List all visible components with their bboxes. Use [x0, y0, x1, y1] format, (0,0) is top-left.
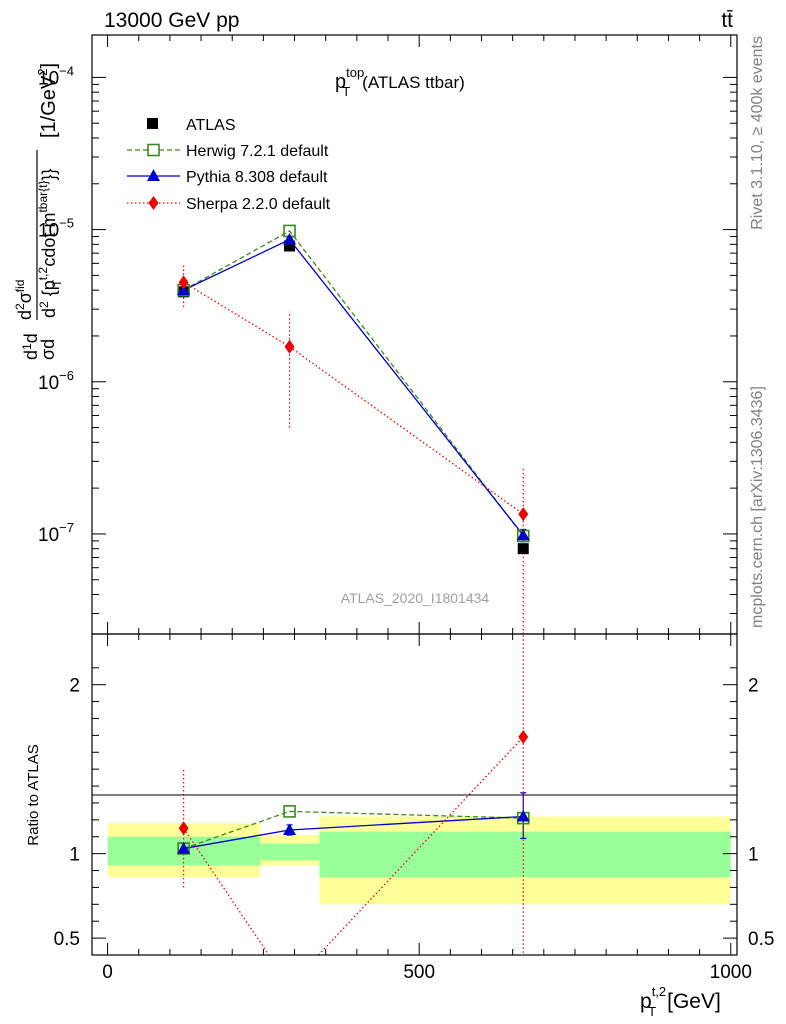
y-tick-label: 10−4: [38, 63, 74, 89]
svg-text:d2 {pt,2T cdot mtbar{t}}}: d2 {pt,2T cdot mtbar{t}}}: [36, 168, 64, 318]
legend-marker-pythia: [147, 169, 160, 181]
main-pythia-point: [516, 528, 530, 541]
x-tick-label: 1000: [710, 962, 752, 983]
x-tick-label: 500: [403, 962, 435, 983]
ratio-pythia-point: [283, 823, 297, 835]
energy-label: 13000 GeV pp: [104, 9, 239, 32]
process-label: tt̄: [721, 9, 733, 32]
ratio-y-tick-label-right: 0.5: [748, 929, 774, 950]
analysis-watermark: ATLAS_2020_I1801434: [341, 590, 490, 606]
main-pythia-point: [283, 233, 297, 245]
ratio-frame: [91, 633, 738, 956]
main-sherpa-point: [518, 507, 529, 522]
ratio-herwig-point: [283, 805, 296, 818]
main-data-point: [284, 240, 296, 252]
legend-label-pythia: Pythia 8.308 default: [186, 169, 328, 186]
ratio-pythia-point: [177, 842, 191, 854]
ratio-y-tick-label-right: 2: [748, 676, 759, 697]
x-axis-label: pt,2 T [GeV]: [640, 984, 721, 1019]
svg-text:[1/GeV2]: [1/GeV2]: [35, 63, 60, 138]
y-tick-label: 10−7: [38, 520, 74, 546]
y-tick-label: 10−5: [38, 216, 74, 242]
main-pythia-point: [177, 283, 191, 296]
ratio-y-tick-label: 1: [69, 845, 80, 866]
mcplots-side-label: mcplots.cern.ch [arXiv:1306.3436]: [749, 386, 766, 628]
rivet-side-label: Rivet 3.1.10, ≥ 400k events: [749, 36, 766, 230]
ratio-panel-series: [177, 634, 530, 993]
ratio-sherpa-point: [285, 979, 295, 993]
svg-text:d2σfid: d2σfid: [13, 280, 35, 321]
main-sherpa-point: [178, 275, 189, 290]
plot-title: ptop T (ATLAS ttbar): [335, 65, 465, 99]
legend-marker-sherpa: [148, 196, 159, 210]
ratio-sherpa-point: [518, 730, 529, 745]
ratio-pythia-point: [516, 809, 530, 822]
y-tick-label: 10−6: [38, 368, 74, 394]
main-y-axis-label: d1d σd d2σfid d2 {pt,2T cdot mtbar{t}}} …: [13, 63, 64, 360]
ratio-band-inner: [260, 843, 320, 861]
ratio-sherpa-line: [183, 736, 524, 955]
ratio-y-axis-label: Ratio to ATLAS: [25, 744, 42, 845]
ratio-herwig-line: [183, 810, 524, 850]
svg-text:σd: σd: [38, 339, 58, 360]
ratio-uncertainty-bands: [107, 816, 731, 905]
ratio-y-tick-label: 0.5: [54, 929, 80, 950]
legend-label-sherpa: Sherpa 2.2.0 default: [186, 196, 331, 213]
legend-marker-atlas: [147, 118, 158, 129]
legend-label-herwig: Herwig 7.2.1 default: [186, 143, 329, 160]
main-sherpa-line: [183, 281, 524, 515]
axes-ticks: 0 500 1000 10−7 10−6 10−5 10−4 0.5 0.5 1 1 2 2: [38, 35, 774, 983]
ratio-band-inner: [319, 831, 731, 878]
main-sherpa-point: [284, 339, 295, 354]
main-panel-series: [177, 224, 530, 634]
ratio-y-tick-label: 2: [69, 676, 80, 697]
main-herwig-line: [183, 230, 524, 537]
svg-text:d1d: d1d: [20, 333, 41, 360]
legend-marker-herwig: [147, 143, 160, 157]
legend-label-atlas: ATLAS: [186, 117, 236, 134]
ratio-y-tick-label-right: 1: [748, 845, 759, 866]
x-tick-label: 0: [102, 962, 113, 983]
main-data-point: [517, 543, 529, 555]
main-pythia-line: [183, 238, 524, 536]
legend: ATLAS Herwig 7.2.1 default Pythia 8.308 …: [127, 117, 331, 213]
ratio-sherpa-point: [178, 821, 189, 836]
